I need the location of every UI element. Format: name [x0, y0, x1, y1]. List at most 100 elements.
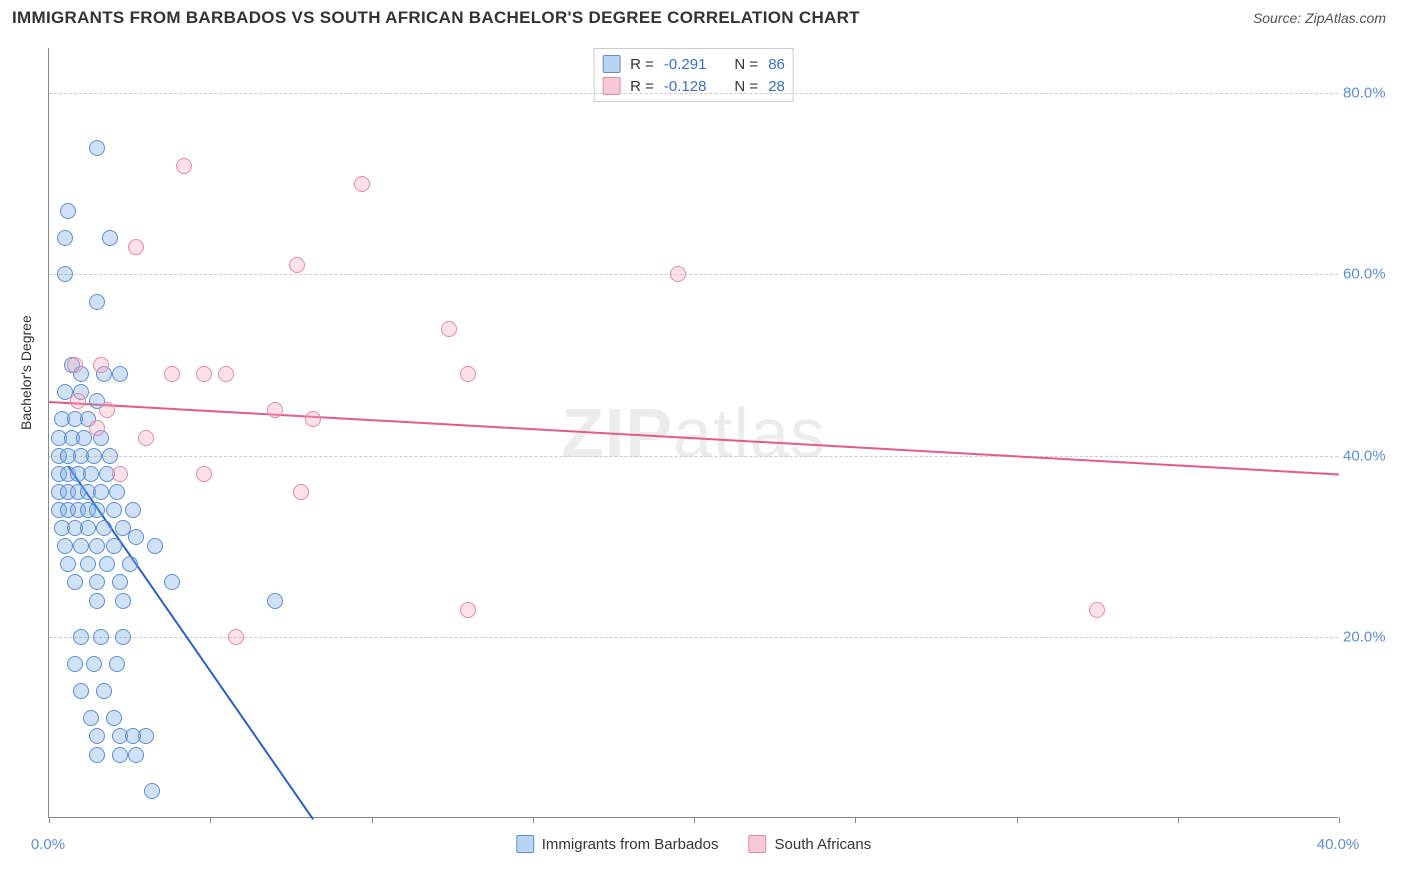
legend-label: South Africans [775, 836, 872, 853]
n-value: 86 [768, 56, 785, 73]
scatter-point [176, 158, 192, 174]
scatter-point [73, 629, 89, 645]
scatter-point [128, 239, 144, 255]
scatter-point [354, 176, 370, 192]
scatter-point [115, 593, 131, 609]
scatter-point [83, 466, 99, 482]
scatter-point [93, 629, 109, 645]
scatter-point [89, 747, 105, 763]
source-name: ZipAtlas.com [1305, 10, 1386, 26]
scatter-point [125, 502, 141, 518]
scatter-point [67, 574, 83, 590]
scatter-point [122, 556, 138, 572]
grid-line [49, 456, 1338, 457]
scatter-point [89, 593, 105, 609]
scatter-point [196, 366, 212, 382]
scatter-point [106, 710, 122, 726]
scatter-point [89, 502, 105, 518]
scatter-point [86, 656, 102, 672]
scatter-point [138, 430, 154, 446]
scatter-point [102, 448, 118, 464]
scatter-point [89, 140, 105, 156]
r-label: R = [630, 78, 654, 95]
scatter-point [305, 411, 321, 427]
scatter-point [106, 502, 122, 518]
scatter-point [96, 683, 112, 699]
scatter-point [89, 538, 105, 554]
scatter-point [441, 321, 457, 337]
x-tick [533, 817, 534, 823]
scatter-point [73, 683, 89, 699]
scatter-point [57, 230, 73, 246]
grid-line [49, 93, 1338, 94]
y-tick-label: 60.0% [1343, 266, 1398, 283]
scatter-point [102, 230, 118, 246]
n-value: 28 [768, 78, 785, 95]
scatter-point [218, 366, 234, 382]
scatter-point [86, 448, 102, 464]
scatter-point [99, 402, 115, 418]
n-label: N = [734, 78, 758, 95]
scatter-point [196, 466, 212, 482]
y-axis-label: Bachelor's Degree [18, 315, 34, 430]
scatter-point [93, 484, 109, 500]
scatter-point [106, 538, 122, 554]
scatter-point [112, 747, 128, 763]
scatter-point [112, 574, 128, 590]
scatter-point [293, 484, 309, 500]
source-label: Source: [1253, 10, 1301, 26]
y-tick-label: 40.0% [1343, 447, 1398, 464]
legend-swatch [749, 835, 767, 853]
x-tick-label: 40.0% [1317, 836, 1360, 853]
scatter-point [267, 402, 283, 418]
scatter-point [70, 393, 86, 409]
scatter-point [289, 257, 305, 273]
x-tick [49, 817, 50, 823]
legend-label: Immigrants from Barbados [542, 836, 719, 853]
series-legend: Immigrants from Barbados South Africans [516, 835, 871, 853]
scatter-point [89, 728, 105, 744]
scatter-point [144, 783, 160, 799]
x-tick [210, 817, 211, 823]
n-label: N = [734, 56, 758, 73]
scatter-point [80, 556, 96, 572]
scatter-point [164, 574, 180, 590]
r-value: -0.291 [664, 56, 707, 73]
scatter-point [60, 203, 76, 219]
scatter-point [109, 484, 125, 500]
scatter-point [164, 366, 180, 382]
legend-item: Immigrants from Barbados [516, 835, 719, 853]
scatter-point [57, 538, 73, 554]
scatter-point [80, 520, 96, 536]
grid-line [49, 274, 1338, 275]
x-tick [372, 817, 373, 823]
scatter-point [460, 366, 476, 382]
scatter-point [57, 266, 73, 282]
source-attribution: Source: ZipAtlas.com [1253, 10, 1386, 26]
scatter-point [670, 266, 686, 282]
scatter-point [128, 529, 144, 545]
r-value: -0.128 [664, 78, 707, 95]
legend-item: South Africans [749, 835, 872, 853]
scatter-point [460, 602, 476, 618]
scatter-point [67, 656, 83, 672]
scatter-point [99, 556, 115, 572]
scatter-point [115, 629, 131, 645]
scatter-point [267, 593, 283, 609]
r-label: R = [630, 56, 654, 73]
scatter-point [138, 728, 154, 744]
chart-plot-area: ZIPatlas R =-0.291N =86R =-0.128N =28 Im… [48, 48, 1338, 818]
x-tick [1017, 817, 1018, 823]
scatter-point [147, 538, 163, 554]
scatter-point [73, 538, 89, 554]
x-tick [1339, 817, 1340, 823]
y-tick-label: 20.0% [1343, 628, 1398, 645]
x-tick-label: 0.0% [31, 836, 65, 853]
x-tick [1178, 817, 1179, 823]
scatter-point [112, 366, 128, 382]
x-tick [855, 817, 856, 823]
scatter-point [93, 357, 109, 373]
x-tick [694, 817, 695, 823]
scatter-point [1089, 602, 1105, 618]
scatter-point [67, 357, 83, 373]
